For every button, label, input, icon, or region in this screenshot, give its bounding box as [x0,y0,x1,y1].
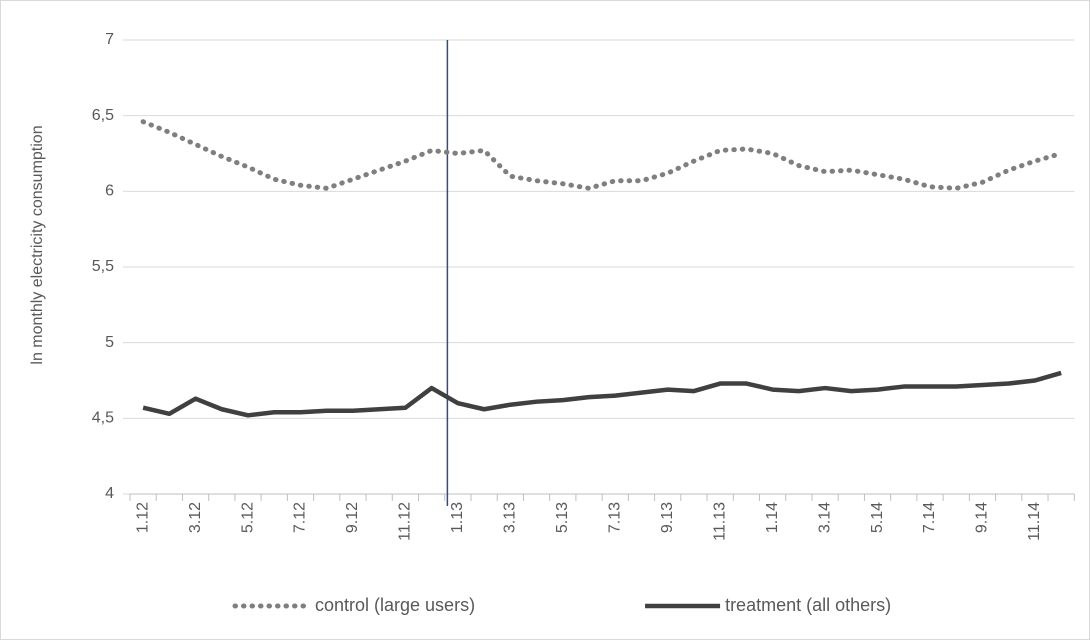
x-tick-label: 7.12 [292,502,309,533]
y-tick-label: 4 [105,485,114,502]
y-tick-label: 7 [105,31,114,48]
x-tick-label: 3.14 [816,502,833,533]
x-tick-label: 11.13 [711,502,728,541]
x-tick-label: 5.13 [554,502,571,533]
legend-label: control (large users) [315,595,475,615]
y-tick-label: 6,5 [92,107,114,124]
x-tick-label: 9.14 [974,502,991,533]
x-tick-label: 1.14 [764,502,781,533]
x-tick-label: 11.14 [1026,502,1043,541]
x-tick-label: 9.13 [659,502,676,533]
x-tick-label: 7.14 [921,502,938,533]
x-tick-label: 11.12 [397,502,414,541]
y-tick-label: 6 [105,183,114,200]
series-line [142,370,1062,418]
y-tick-label: 5 [105,334,114,351]
x-tick-label: 1.13 [449,502,466,533]
x-tick-label: 3.12 [187,502,204,533]
y-axis-label: ln monthly electricity consumption [29,125,46,364]
y-tick-label: 4,5 [92,410,114,427]
x-tick-label: 7.13 [606,502,623,533]
x-tick-label: 3.13 [502,502,519,533]
x-tick-label: 5.14 [869,502,886,533]
series-line [140,119,1064,191]
x-tick-label: 1.12 [134,502,151,533]
x-tick-label: 9.12 [344,502,361,533]
y-tick-label: 5,5 [92,258,114,275]
x-tick-label: 5.12 [239,502,256,533]
legend-label: treatment (all others) [725,595,891,615]
